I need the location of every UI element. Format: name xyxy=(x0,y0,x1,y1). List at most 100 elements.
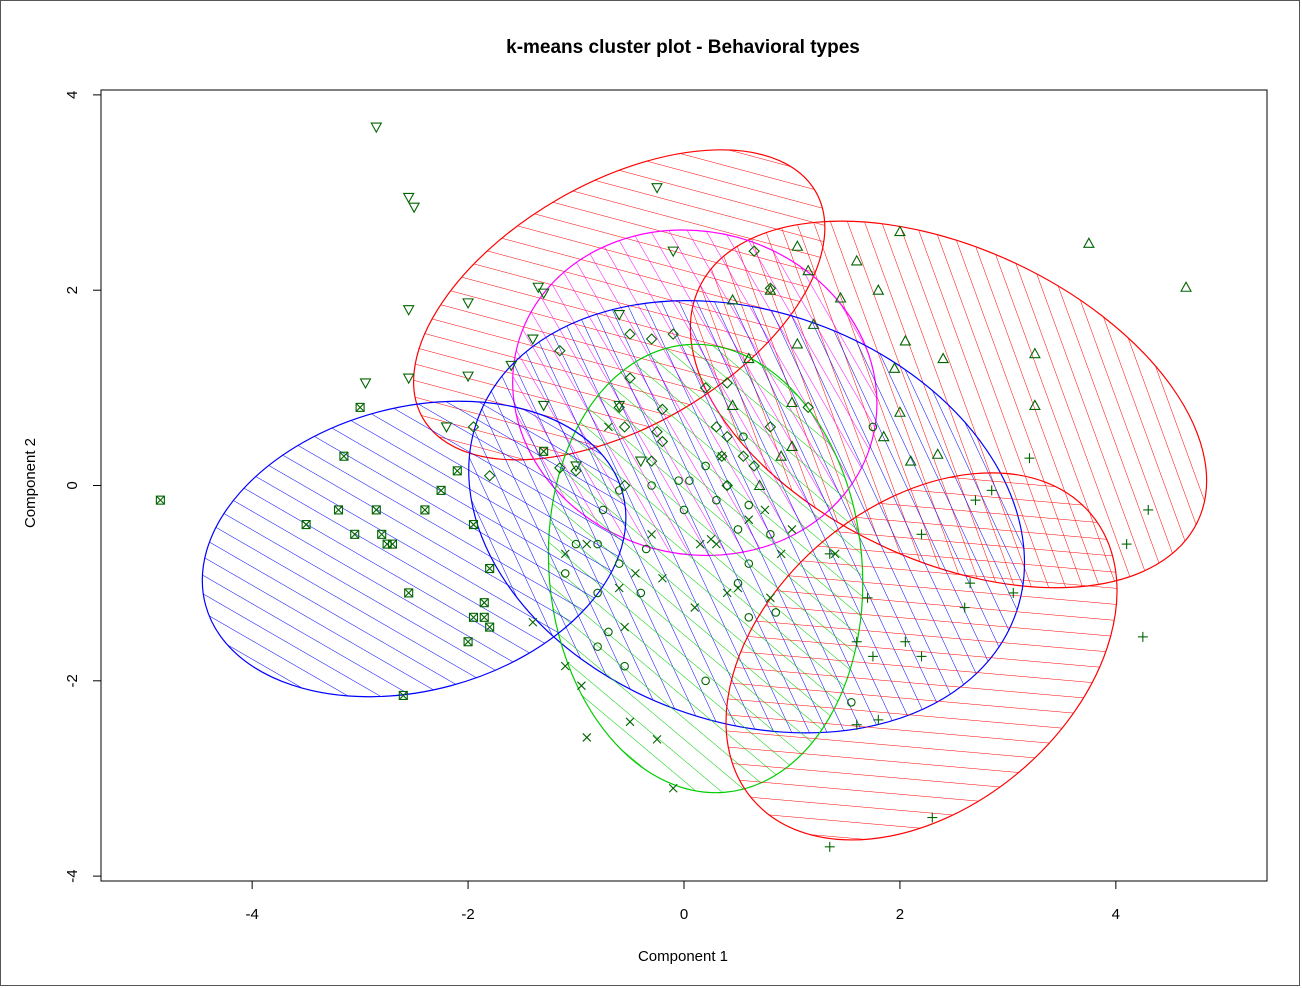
data-point xyxy=(468,520,479,530)
data-point xyxy=(537,400,550,412)
data-point xyxy=(737,450,750,462)
data-point xyxy=(867,651,878,662)
data-point xyxy=(462,298,475,310)
data-point xyxy=(986,485,997,496)
chart-title: k-means cluster plot - Behavioral types xyxy=(506,37,860,58)
data-point xyxy=(468,612,479,622)
y-tick-label: -2 xyxy=(64,674,81,687)
data-point xyxy=(744,559,754,568)
data-point xyxy=(624,372,636,384)
data-point xyxy=(462,371,475,383)
data-point xyxy=(851,636,862,647)
data-point xyxy=(554,344,566,357)
data-point xyxy=(420,505,430,515)
data-point xyxy=(371,505,381,515)
data-point xyxy=(937,352,950,364)
data-point xyxy=(505,360,518,372)
data-point xyxy=(766,530,775,539)
data-point xyxy=(679,505,689,515)
data-point xyxy=(802,401,814,414)
data-point xyxy=(764,282,777,295)
data-point xyxy=(701,461,710,471)
data-point xyxy=(1028,347,1041,359)
data-point xyxy=(744,515,754,525)
data-point xyxy=(467,421,480,433)
data-point xyxy=(916,651,927,662)
data-point xyxy=(613,310,626,321)
data-point xyxy=(931,448,944,459)
data-point xyxy=(452,466,462,476)
axes: -4 -2 0 2 4 -4 -2 0 2 4 xyxy=(64,91,1120,923)
data-point xyxy=(652,735,662,744)
data-point xyxy=(408,202,421,214)
data-point xyxy=(959,602,970,613)
y-tick-label: 0 xyxy=(64,481,81,489)
data-point xyxy=(1082,237,1095,248)
data-point xyxy=(1008,587,1019,598)
y-tick-label: -4 xyxy=(64,869,81,882)
data-point xyxy=(868,422,878,432)
data-point xyxy=(753,479,766,491)
data-point xyxy=(377,529,387,539)
data-point xyxy=(483,469,496,482)
data-point xyxy=(651,426,663,438)
data-point xyxy=(1024,453,1035,464)
data-point xyxy=(404,588,414,598)
data-point xyxy=(786,440,798,451)
data-point xyxy=(701,676,710,686)
data-point xyxy=(786,396,798,408)
data-point xyxy=(656,403,669,416)
data-point xyxy=(593,539,602,549)
data-point xyxy=(645,455,658,467)
data-point xyxy=(775,450,788,461)
data-point xyxy=(742,352,755,364)
data-point xyxy=(526,334,539,346)
data-point xyxy=(350,529,360,539)
data-point xyxy=(710,421,723,433)
data-point xyxy=(771,608,781,617)
data-point xyxy=(717,451,727,461)
data-point xyxy=(791,337,804,349)
data-point xyxy=(721,377,733,389)
data-point xyxy=(485,622,495,632)
data-point xyxy=(625,717,635,727)
data-point xyxy=(899,334,912,346)
data-point xyxy=(656,435,669,448)
data-point xyxy=(582,539,592,549)
data-point xyxy=(733,578,743,588)
data-point xyxy=(355,402,365,412)
data-point xyxy=(613,400,626,412)
data-point xyxy=(916,529,927,540)
data-point xyxy=(560,661,570,671)
data-point xyxy=(645,333,658,345)
data-point xyxy=(532,282,545,294)
data-point xyxy=(748,460,760,472)
data-point xyxy=(726,293,739,305)
data-point xyxy=(624,328,636,340)
data-point xyxy=(1028,399,1041,410)
data-point xyxy=(618,421,631,433)
data-point xyxy=(155,495,165,505)
data-point xyxy=(791,240,804,251)
data-point xyxy=(1137,631,1148,642)
data-point xyxy=(744,500,754,510)
x-tick-label: -4 xyxy=(245,906,258,923)
data-point xyxy=(560,549,570,559)
data-point xyxy=(802,264,815,276)
data-point xyxy=(436,485,446,495)
data-point xyxy=(402,305,415,316)
data-point xyxy=(739,432,748,441)
data-point xyxy=(528,617,538,627)
data-point xyxy=(712,495,721,505)
data-point xyxy=(618,479,631,492)
data-point xyxy=(970,495,981,506)
data-point xyxy=(479,612,489,622)
data-point xyxy=(787,525,797,534)
data-point xyxy=(440,422,453,434)
data-point xyxy=(776,549,786,559)
data-point xyxy=(904,454,917,466)
data-point xyxy=(339,451,349,461)
data-point xyxy=(965,578,976,589)
